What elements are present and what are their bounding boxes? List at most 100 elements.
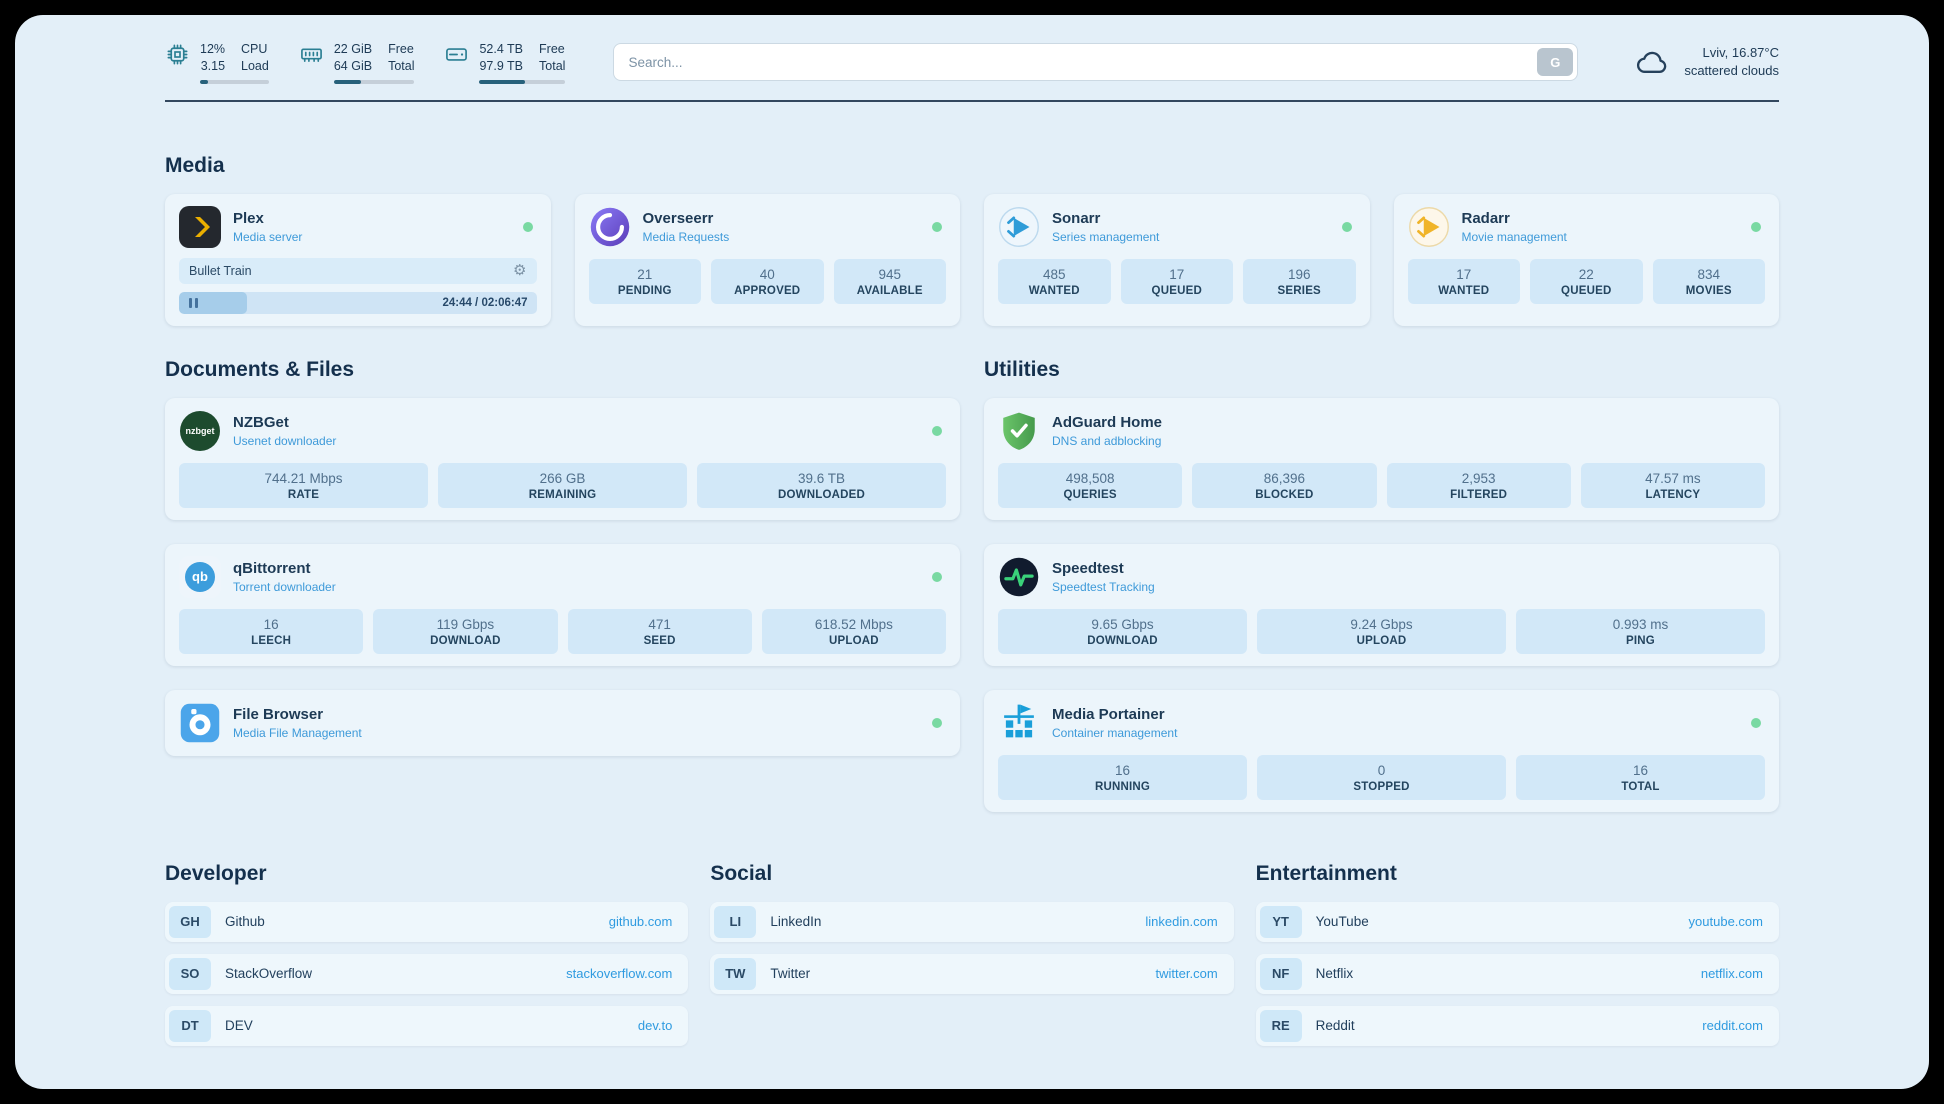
documents-column: Documents & Files nzbget NZBGet Usenet d… (165, 358, 960, 812)
bookmark-name: Netflix (1315, 966, 1354, 982)
overseerr-icon (589, 206, 631, 248)
stat-filtered: 2,953 FILTERED (1386, 462, 1571, 508)
app-title: Speedtest (1052, 559, 1124, 577)
radarr-icon (1408, 206, 1450, 248)
pause-icon[interactable] (189, 297, 198, 308)
stat-download: 119 Gbps DOWNLOAD (373, 608, 558, 654)
app-subtitle: Media File Management (233, 725, 362, 740)
stat-value: 17 (1456, 266, 1472, 282)
portainer-card[interactable]: Media Portainer Container management 16 … (984, 689, 1779, 812)
bookmark-name: LinkedIn (770, 914, 822, 930)
stat-stopped: 0 STOPPED (1257, 754, 1506, 800)
stat-label: QUERIES (1063, 488, 1117, 501)
filebrowser-card[interactable]: File Browser Media File Management (165, 689, 960, 756)
bookmark-twitter[interactable]: TW Twitter twitter.com (710, 953, 1234, 994)
stat-label: RUNNING (1094, 780, 1151, 793)
now-playing-title: Bullet Train (189, 263, 252, 278)
app-subtitle: Media server (233, 229, 303, 244)
playback-progress-bar[interactable]: 24:44 / 02:06:47 (179, 291, 537, 314)
portainer-icon (998, 702, 1040, 744)
app-subtitle: Media Requests (642, 229, 730, 244)
bookmark-reddit[interactable]: RE Reddit reddit.com (1255, 1005, 1779, 1046)
weather-widget: Lviv, 16.87°C scattered clouds (1634, 44, 1779, 82)
nzbget-card[interactable]: nzbget NZBGet Usenet downloader 744.21 M… (165, 397, 960, 520)
bookmark-github[interactable]: GH Github github.com (165, 901, 689, 942)
bookmark-stackoverflow[interactable]: SO StackOverflow stackoverflow.com (165, 953, 689, 994)
overseerr-card[interactable]: Overseerr Media Requests 21 PENDING 40 A… (574, 193, 960, 326)
stat-label: DOWNLOADED (778, 488, 865, 501)
topbar-divider (165, 99, 1779, 102)
speedtest-card[interactable]: Speedtest Speedtest Tracking 9.65 Gbps D… (984, 543, 1779, 666)
stat-value: 0 (1377, 762, 1386, 778)
stat-label: SEED (643, 634, 676, 647)
stat-series: 196 SERIES (1243, 258, 1356, 304)
status-dot (932, 425, 942, 436)
qbittorrent-card[interactable]: qb qBittorrent Torrent downloader 16 LEE… (165, 543, 960, 666)
playback-time: 24:44 / 02:06:47 (442, 296, 528, 309)
bookmark-name: Reddit (1315, 1018, 1355, 1034)
ram-total-label: Total (388, 58, 415, 73)
stat-value: 17 (1169, 266, 1185, 282)
bookmark-name: YouTube (1315, 914, 1369, 930)
app-title: Radarr (1461, 209, 1510, 227)
stat-label: QUEUED (1561, 284, 1612, 297)
stat-blocked: 86,396 BLOCKED (1192, 462, 1377, 508)
stat-queries: 498,508 QUERIES (998, 462, 1183, 508)
stat-label: WANTED (1438, 284, 1490, 297)
app-subtitle: Series management (1052, 229, 1160, 244)
entertainment-heading: Entertainment (1255, 861, 1397, 885)
bookmark-url: github.com (608, 914, 673, 930)
stat-queued: 22 QUEUED (1530, 258, 1643, 304)
bookmark-linkedin[interactable]: LI LinkedIn linkedin.com (710, 901, 1234, 942)
playback-progress-fill (179, 291, 247, 314)
stat-wanted: 17 WANTED (1407, 258, 1520, 304)
stat-movies: 834 MOVIES (1652, 258, 1765, 304)
stat-label: PENDING (617, 284, 672, 297)
search-engine-button[interactable]: G (1537, 48, 1574, 77)
stat-label: DOWNLOAD (1087, 634, 1158, 647)
stat-label: SERIES (1277, 284, 1321, 297)
ram-free-value: 22 GiB (333, 42, 373, 56)
cpu-progress-fill (200, 79, 209, 84)
app-title: AdGuard Home (1052, 413, 1163, 431)
qbittorrent-icon: qb (179, 555, 221, 598)
search-input[interactable] (613, 43, 1579, 82)
reddit-icon: RE (1259, 1009, 1302, 1042)
app-title: File Browser (233, 705, 324, 723)
bookmark-name: StackOverflow (225, 966, 313, 982)
stat-value: 834 (1697, 266, 1721, 282)
stat-value: 196 (1287, 266, 1311, 282)
stat-label: DOWNLOAD (430, 634, 501, 647)
stat-value: 945 (878, 266, 902, 282)
youtube-icon: YT (1259, 905, 1302, 938)
weather-condition: scattered clouds (1684, 63, 1779, 79)
stat-value: 498,508 (1065, 470, 1115, 486)
status-dot (932, 221, 942, 232)
system-monitors: 12% 3.15 CPU Load (165, 41, 566, 84)
utilities-column: Utilities (984, 358, 1779, 812)
app-subtitle: DNS and adblocking (1052, 433, 1162, 448)
stat-label: FILTERED (1450, 488, 1508, 501)
adguard-card[interactable]: AdGuard Home DNS and adblocking 498,508 … (984, 397, 1779, 520)
stat-value: 21 (637, 266, 653, 282)
app-subtitle: Speedtest Tracking (1052, 579, 1155, 594)
cpu-usage-value: 12% (200, 42, 226, 56)
gear-icon[interactable]: ⚙ (513, 262, 527, 280)
stat-value: 485 (1042, 266, 1066, 282)
weather-location: Lviv, 16.87°C (1702, 44, 1780, 60)
bookmark-url: dev.to (637, 1018, 673, 1034)
bookmark-dev[interactable]: DT DEV dev.to (165, 1005, 689, 1046)
bookmark-netflix[interactable]: NF Netflix netflix.com (1255, 953, 1779, 994)
documents-heading: Documents & Files (165, 357, 355, 381)
stat-value: 266 GB (539, 470, 586, 486)
radarr-card[interactable]: Radarr Movie management 17 WANTED 22 QUE… (1393, 193, 1779, 326)
cpu-monitor: 12% 3.15 CPU Load (165, 41, 269, 84)
ram-progress-fill (333, 79, 362, 84)
stat-value: 618.52 Mbps (814, 616, 893, 632)
plex-card[interactable]: Plex Media server Bullet Train ⚙ 24:44 /… (165, 193, 551, 326)
ram-total-value: 64 GiB (333, 58, 373, 73)
ram-progress-bar (333, 79, 415, 84)
sonarr-card[interactable]: Sonarr Series management 485 WANTED 17 Q… (984, 193, 1370, 326)
bookmark-youtube[interactable]: YT YouTube youtube.com (1255, 901, 1779, 942)
stat-label: UPLOAD (1356, 634, 1407, 647)
